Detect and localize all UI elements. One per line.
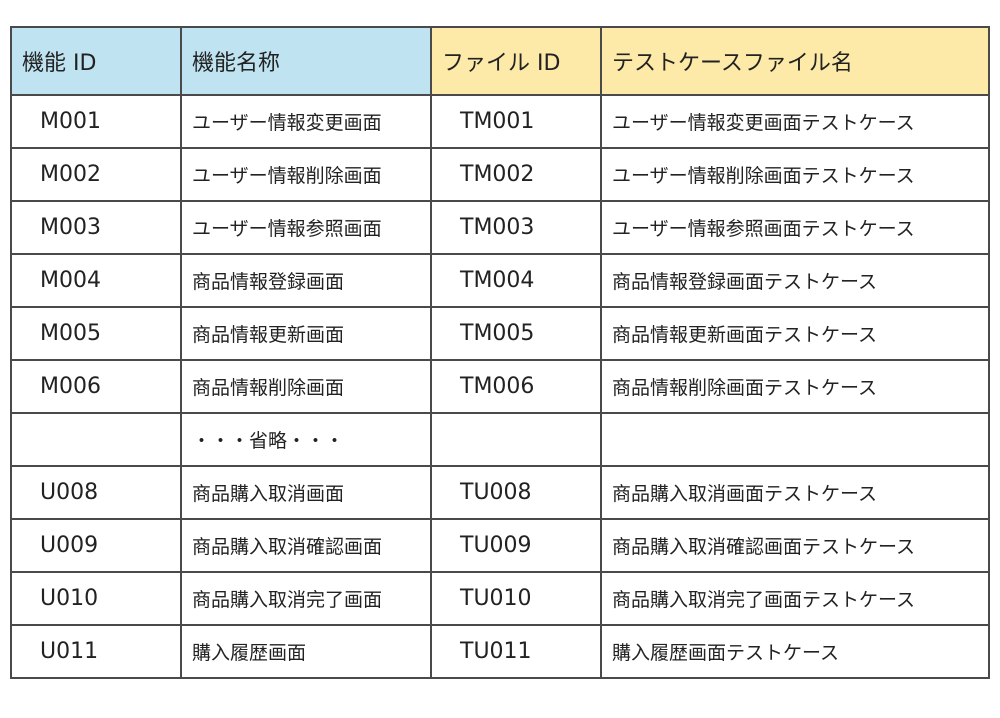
table-row: U010 商品購入取消完了画面 TU010 商品購入取消完了画面テストケース: [10, 571, 990, 626]
cell-function-name: 商品購入取消画面: [180, 465, 432, 520]
header-function-name: 機能名称: [180, 26, 432, 96]
table-row: M005 商品情報更新画面 TM005 商品情報更新画面テストケース: [10, 306, 990, 361]
test-case-mapping-table: 機能 ID 機能名称 ファイル ID テストケースファイル名 M001 ユーザー情…: [10, 26, 990, 679]
cell-function-name: ユーザー情報削除画面: [180, 147, 432, 202]
table-row: M006 商品情報削除画面 TM006 商品情報削除画面テストケース: [10, 359, 990, 414]
cell-file-id: TM004: [430, 253, 602, 308]
cell-test-case-file-name: ユーザー情報変更画面テストケース: [600, 94, 990, 149]
table-row: U011 購入履歴画面 TU011 購入履歴画面テストケース: [10, 624, 990, 679]
header-test-case-file-name: テストケースファイル名: [600, 26, 990, 96]
cell-function-id: [10, 412, 182, 467]
table-row: U008 商品購入取消画面 TU008 商品購入取消画面テストケース: [10, 465, 990, 520]
cell-function-name: 商品情報更新画面: [180, 306, 432, 361]
header-function-id: 機能 ID: [10, 26, 182, 96]
table-row: ・・・省略・・・: [10, 412, 990, 467]
cell-function-id: M006: [10, 359, 182, 414]
cell-function-name: 購入履歴画面: [180, 624, 432, 679]
cell-function-name: ・・・省略・・・: [180, 412, 432, 467]
cell-function-id: M001: [10, 94, 182, 149]
cell-function-name: 商品情報削除画面: [180, 359, 432, 414]
cell-function-name: ユーザー情報変更画面: [180, 94, 432, 149]
cell-test-case-file-name: [600, 412, 990, 467]
cell-function-id: U011: [10, 624, 182, 679]
cell-file-id: TU008: [430, 465, 602, 520]
cell-function-id: M004: [10, 253, 182, 308]
cell-function-id: M003: [10, 200, 182, 255]
cell-file-id: TU009: [430, 518, 602, 573]
cell-function-id: M005: [10, 306, 182, 361]
cell-test-case-file-name: ユーザー情報削除画面テストケース: [600, 147, 990, 202]
cell-function-id: U009: [10, 518, 182, 573]
cell-file-id: TM003: [430, 200, 602, 255]
cell-file-id: TM001: [430, 94, 602, 149]
cell-function-name: ユーザー情報参照画面: [180, 200, 432, 255]
table-row: M002 ユーザー情報削除画面 TM002 ユーザー情報削除画面テストケース: [10, 147, 990, 202]
cell-file-id: TU011: [430, 624, 602, 679]
table-row: M003 ユーザー情報参照画面 TM003 ユーザー情報参照画面テストケース: [10, 200, 990, 255]
cell-function-name: 商品購入取消完了画面: [180, 571, 432, 626]
cell-function-name: 商品購入取消確認画面: [180, 518, 432, 573]
cell-file-id: TU010: [430, 571, 602, 626]
header-row: 機能 ID 機能名称 ファイル ID テストケースファイル名: [10, 26, 990, 96]
cell-function-id: M002: [10, 147, 182, 202]
cell-file-id: [430, 412, 602, 467]
cell-test-case-file-name: 商品情報登録画面テストケース: [600, 253, 990, 308]
cell-file-id: TM002: [430, 147, 602, 202]
header-file-id: ファイル ID: [430, 26, 602, 96]
cell-test-case-file-name: 商品購入取消画面テストケース: [600, 465, 990, 520]
cell-test-case-file-name: 商品情報削除画面テストケース: [600, 359, 990, 414]
cell-file-id: TM006: [430, 359, 602, 414]
cell-function-name: 商品情報登録画面: [180, 253, 432, 308]
table-row: U009 商品購入取消確認画面 TU009 商品購入取消確認画面テストケース: [10, 518, 990, 573]
cell-test-case-file-name: 商品情報更新画面テストケース: [600, 306, 990, 361]
cell-function-id: U010: [10, 571, 182, 626]
cell-test-case-file-name: 商品購入取消完了画面テストケース: [600, 571, 990, 626]
table-row: M001 ユーザー情報変更画面 TM001 ユーザー情報変更画面テストケース: [10, 94, 990, 149]
cell-file-id: TM005: [430, 306, 602, 361]
table-row: M004 商品情報登録画面 TM004 商品情報登録画面テストケース: [10, 253, 990, 308]
cell-test-case-file-name: 商品購入取消確認画面テストケース: [600, 518, 990, 573]
cell-test-case-file-name: 購入履歴画面テストケース: [600, 624, 990, 679]
cell-test-case-file-name: ユーザー情報参照画面テストケース: [600, 200, 990, 255]
cell-function-id: U008: [10, 465, 182, 520]
